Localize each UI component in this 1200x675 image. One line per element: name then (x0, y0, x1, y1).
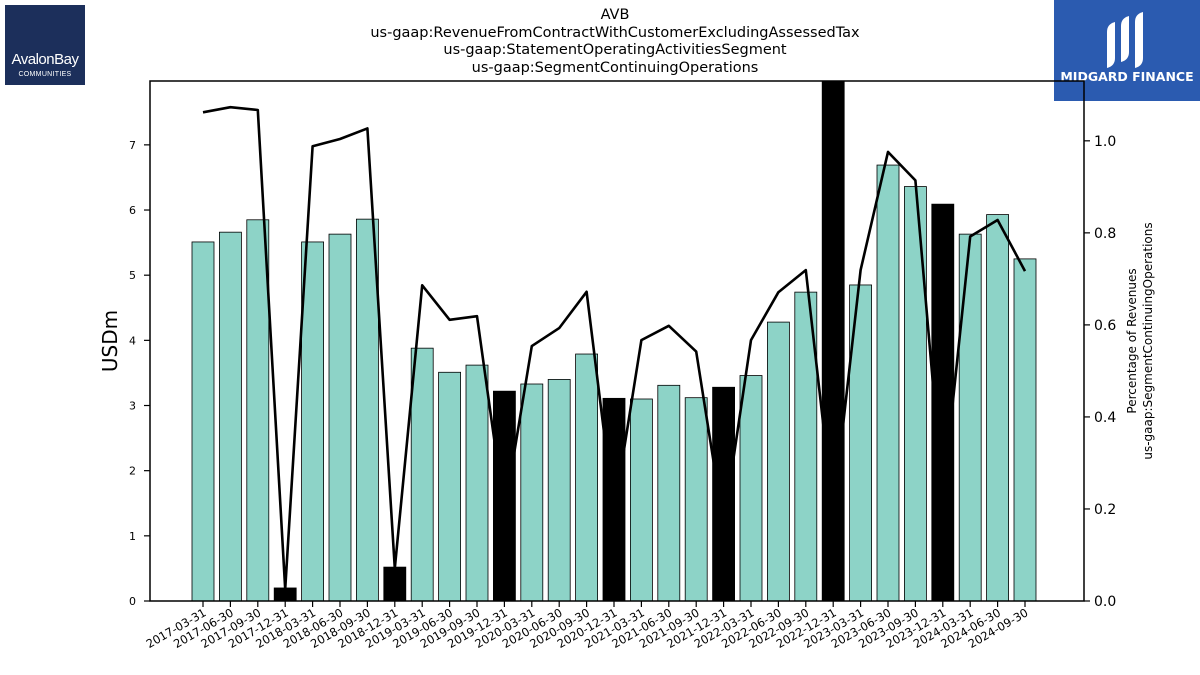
bar-2024-03-31 (958, 233, 982, 602)
percentage-line (202, 105, 1027, 591)
bar-2020-09-30 (575, 353, 598, 602)
right-tick-label: 0.0 (1094, 594, 1116, 610)
right-axis-label-line-2: us-gaap:SegmentContinuingOperations (1141, 222, 1155, 459)
midgard-finance-logo: MIDGARD FINANCE (1054, 0, 1200, 101)
left-tick-label: 3 (129, 400, 136, 413)
plot-frame (149, 80, 1085, 602)
bar-2018-03-31 (301, 241, 325, 602)
x-axis: 2017-03-312017-06-302017-09-302017-12-31… (144, 601, 1031, 651)
bar-2020-12-31 (602, 397, 626, 602)
bar-2020-03-31 (520, 383, 544, 602)
bar-2019-09-30 (465, 364, 489, 602)
left-tick-label: 6 (129, 204, 136, 217)
chart-title-block: AVB us-gaap:RevenueFromContractWithCusto… (250, 7, 980, 77)
chart-title-line-1: us-gaap:RevenueFromContractWithCustomerE… (370, 24, 860, 41)
left-tick-label: 2 (129, 465, 136, 478)
bar-2021-09-30 (684, 397, 708, 602)
bar-2023-09-30 (904, 186, 927, 602)
right-tick-label: 0.4 (1094, 410, 1116, 426)
bar-2017-09-30 (246, 219, 270, 602)
bar-2019-12-31 (492, 390, 516, 602)
bar-2019-06-30 (438, 371, 462, 602)
left-axis-label: USDm (98, 310, 122, 372)
left-tick-label: 4 (129, 334, 136, 347)
bar-2017-06-30 (218, 231, 242, 602)
left-tick-label: 7 (129, 139, 136, 152)
avalonbay-logo: AvalonBay COMMUNITIES (5, 5, 85, 85)
bar-2017-03-31 (191, 241, 215, 602)
bar-2021-03-31 (630, 398, 653, 602)
right-axis: 0.0 0.2 0.4 0.6 0.8 1.0 (1084, 134, 1116, 610)
right-tick-label: 0.2 (1094, 502, 1116, 518)
midgard-mark-icon (1107, 12, 1143, 68)
bar-2018-09-30 (355, 218, 379, 602)
left-axis: 0 1 2 3 4 5 6 7 (129, 139, 150, 608)
bar-2021-12-31 (712, 386, 735, 602)
right-axis-label-line-1: Percentage of Revenues (1125, 268, 1139, 413)
right-tick-label: 1.0 (1094, 134, 1116, 150)
left-tick-label: 1 (129, 530, 136, 543)
bar-2018-12-31 (383, 566, 407, 602)
left-tick-label: 5 (129, 269, 136, 282)
chart-title-line-2: us-gaap:StatementOperatingActivitiesSegm… (443, 42, 787, 58)
right-tick-label: 0.8 (1094, 226, 1116, 242)
chart-title-line-3: us-gaap:SegmentContinuingOperations (471, 59, 759, 76)
bar-2018-06-30 (328, 233, 352, 602)
bar-2021-06-30 (657, 384, 681, 602)
midgard-logo-brand: MIDGARD FINANCE (1060, 69, 1194, 84)
avalonbay-logo-brand: AvalonBay (11, 51, 79, 68)
bar-2022-03-31 (739, 375, 763, 602)
bar-2024-06-30 (986, 214, 1009, 602)
left-tick-label: 0 (129, 595, 136, 608)
right-tick-label: 0.6 (1094, 318, 1116, 334)
bar-2019-03-31 (410, 347, 434, 602)
bar-2020-06-30 (547, 379, 571, 602)
chart-ticker: AVB (600, 7, 630, 23)
bar-2022-06-30 (767, 321, 790, 602)
avalonbay-logo-sub: COMMUNITIES (18, 71, 72, 78)
bar-2023-06-30 (876, 164, 900, 602)
bar-series (191, 80, 1037, 602)
bar-2022-12-31 (821, 80, 845, 602)
bar-2024-09-30 (1013, 258, 1037, 602)
